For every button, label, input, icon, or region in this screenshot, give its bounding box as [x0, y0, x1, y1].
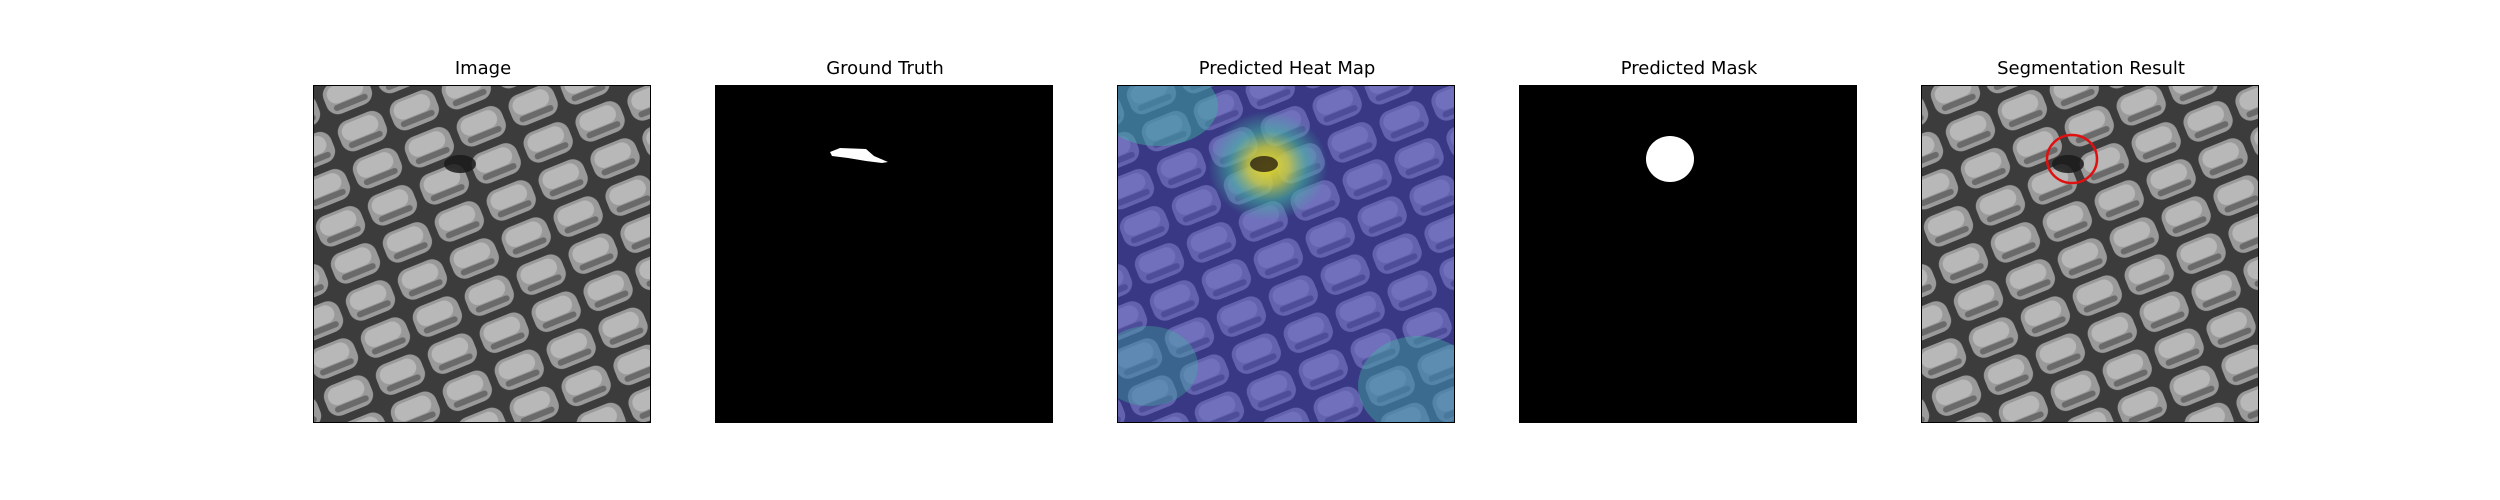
predicted-region	[1646, 136, 1694, 182]
panel-image: Image	[313, 0, 653, 500]
ground-truth-frame	[715, 85, 1053, 423]
segmentation-image	[1922, 86, 2258, 422]
predicted-mask-frame	[1519, 85, 1857, 423]
panel-title: Predicted Mask	[1620, 58, 1758, 79]
texture-image	[314, 86, 650, 422]
predicted-mask	[1520, 86, 1856, 422]
ground-truth-region	[830, 148, 888, 163]
segmentation-circle	[2045, 133, 2099, 185]
segmentation-frame	[1921, 85, 2259, 423]
panel-ground-truth: Ground Truth	[715, 0, 1055, 500]
panel-title: Segmentation Result	[1997, 58, 2185, 79]
panel-title: Predicted Heat Map	[1198, 58, 1376, 79]
panel-heatmap: Predicted Heat Map	[1117, 0, 1457, 500]
defect-spot	[444, 155, 476, 173]
ground-truth-mask	[716, 86, 1052, 422]
heatmap-overlay	[1118, 86, 1454, 422]
panel-title: Image	[454, 58, 512, 79]
panel-title: Ground Truth	[826, 58, 944, 79]
heatmap-frame	[1117, 85, 1455, 423]
panel-segmentation: Segmentation Result	[1921, 0, 2261, 500]
image-frame	[313, 85, 651, 423]
panel-predicted-mask: Predicted Mask	[1519, 0, 1859, 500]
